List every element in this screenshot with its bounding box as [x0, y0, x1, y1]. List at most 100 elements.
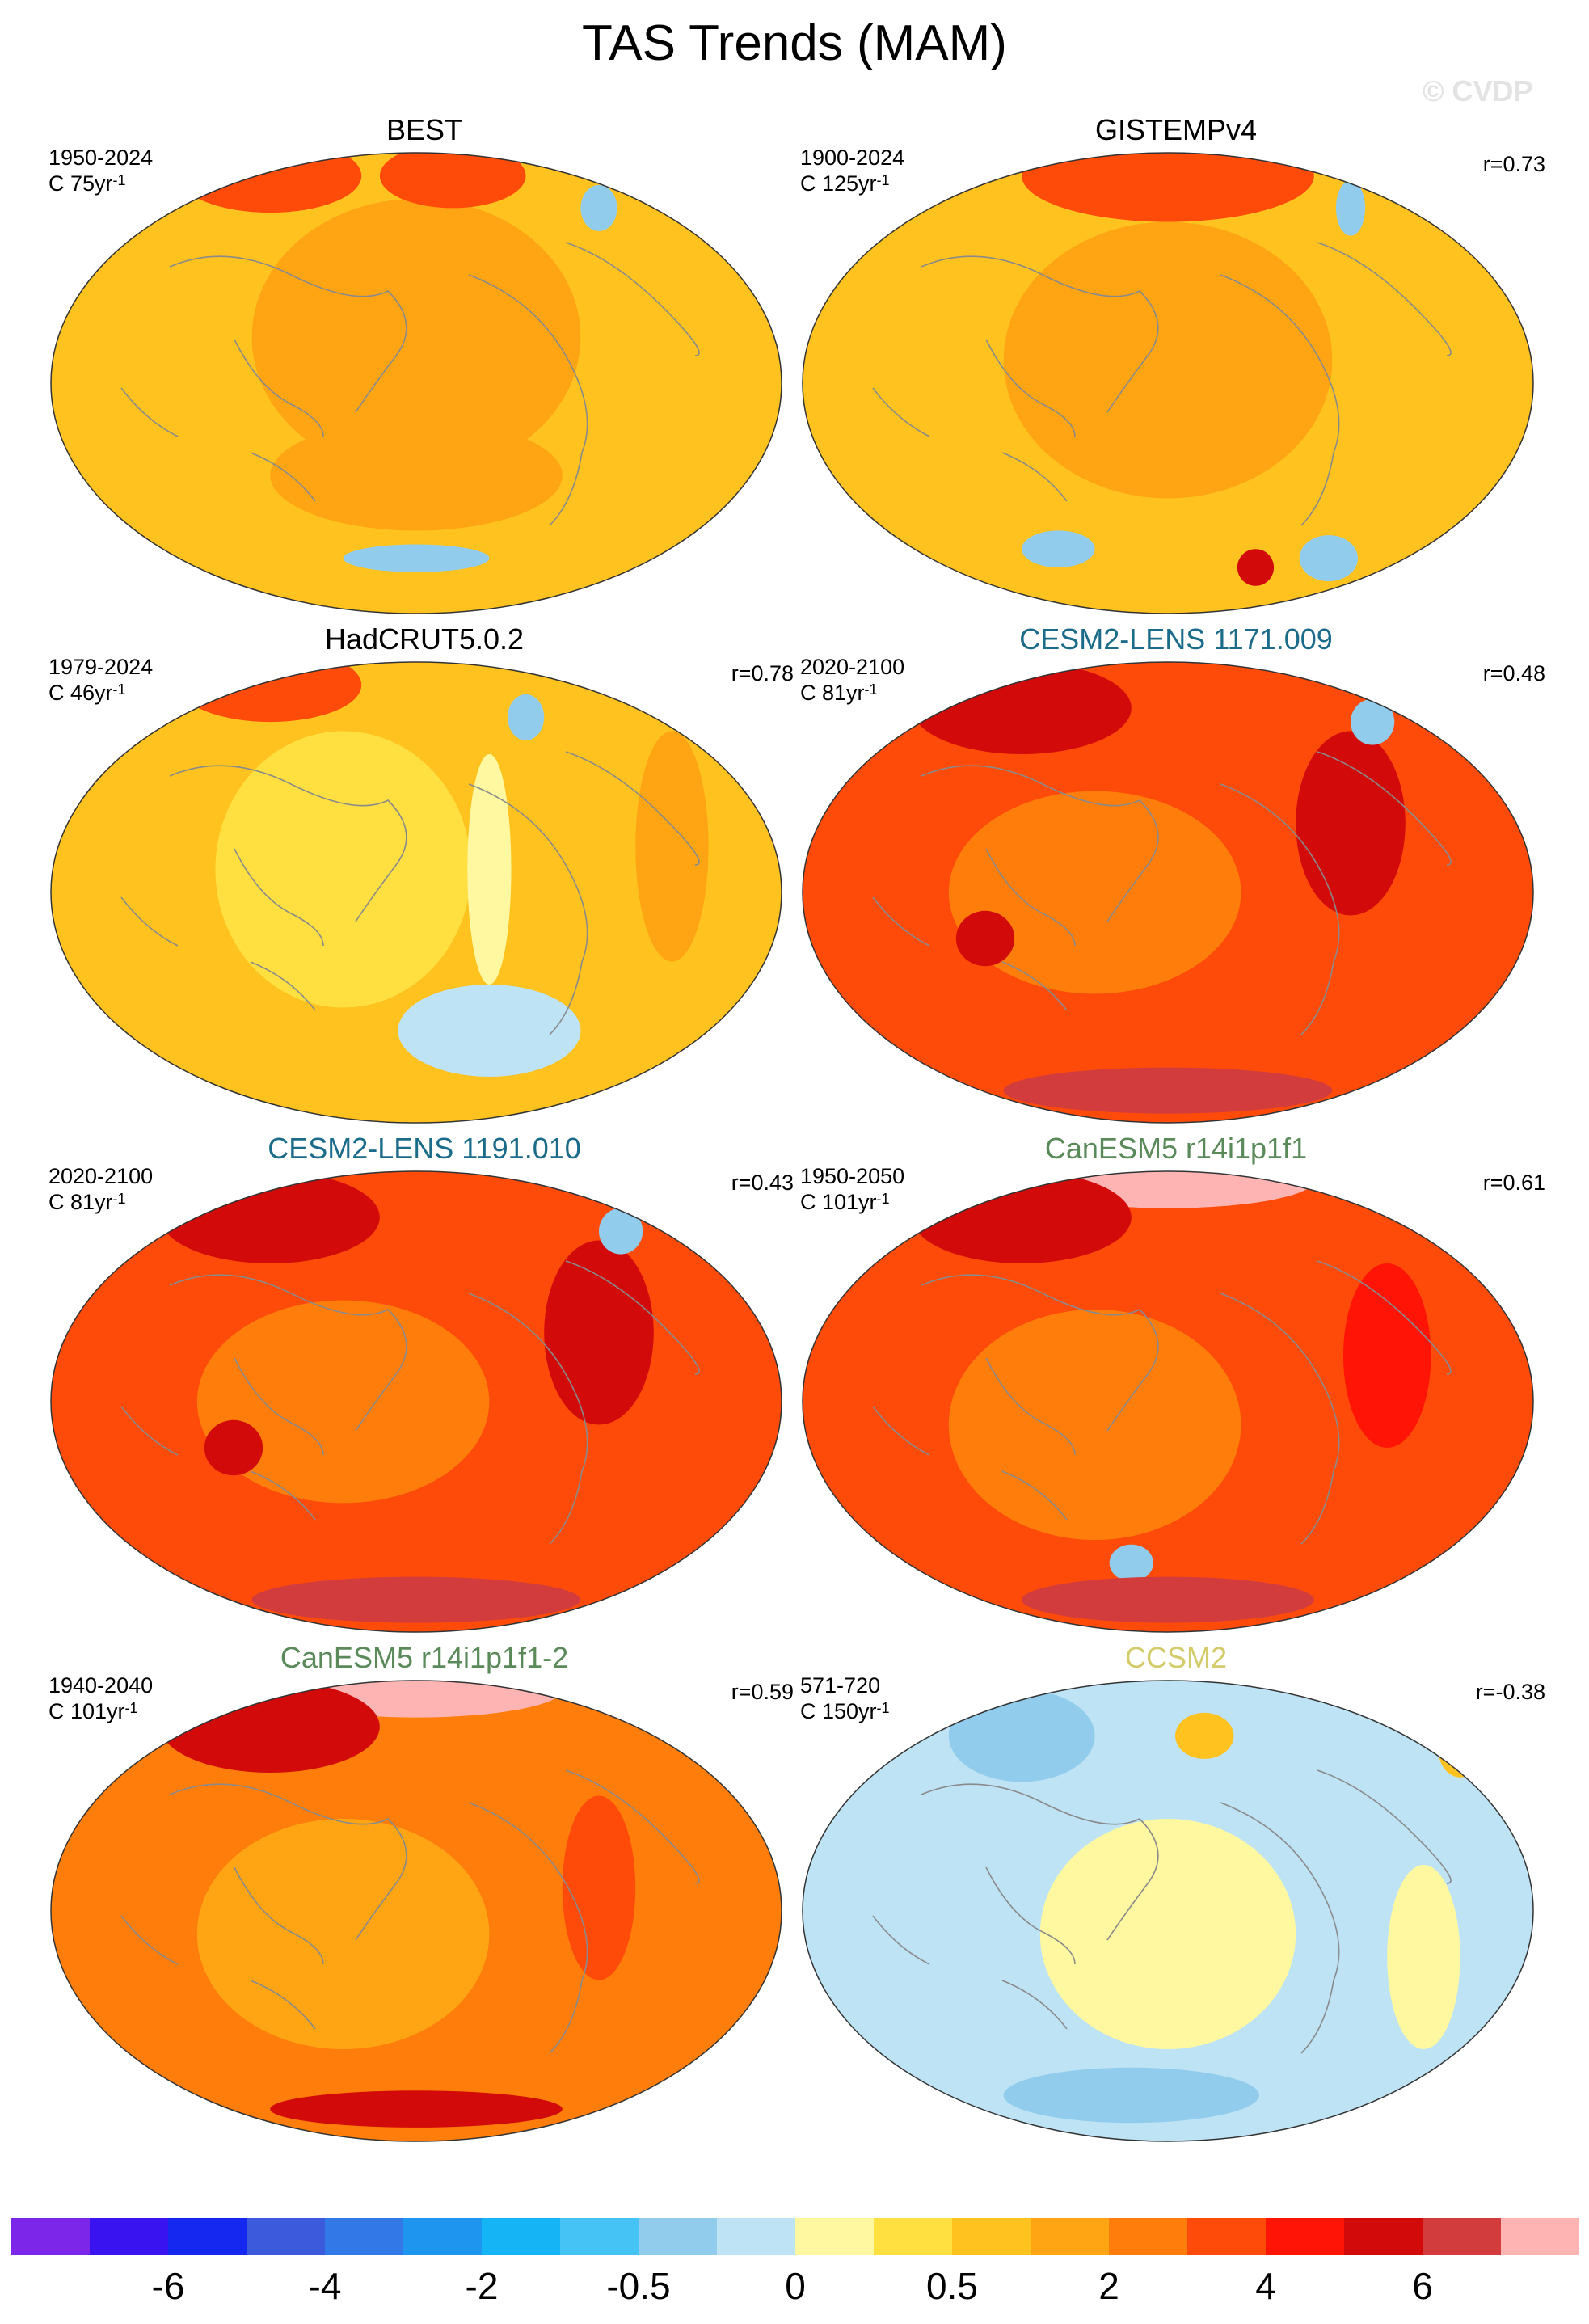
map-outline: [802, 152, 1534, 614]
trend-units-text: C 150yr: [800, 1699, 877, 1723]
coastline: [1317, 242, 1452, 356]
colorbar-swatch: [952, 2218, 1031, 2255]
pattern-correlation: r=0.48: [1482, 661, 1545, 685]
colorbar-swatch: [325, 2218, 403, 2255]
colorbar-tick-label: -4: [308, 2265, 342, 2307]
map-panel: CESM2-LENS 1191.010 2020-2100 C 81yr-1 r=0.…: [48, 1132, 800, 1649]
colorbar-tick-label: 0.5: [926, 2265, 978, 2307]
pattern-correlation: r=0.61: [1482, 1170, 1545, 1195]
trend-units-label: C 150yr-1: [800, 1699, 890, 1724]
coastline: [565, 1769, 700, 1884]
coastline: [468, 274, 588, 526]
trend-region: [1175, 1712, 1234, 1759]
figure-title: TAS Trends (MAM): [582, 15, 1007, 71]
panel-title: CanESM5 r14i1p1f1-2: [280, 1641, 569, 1674]
period-label: 1900-2024: [800, 146, 905, 170]
coastline: [1001, 1980, 1068, 2030]
panel-title: CCSM2: [1124, 1641, 1228, 1674]
trend-region: [1022, 530, 1095, 567]
coastline: [169, 1274, 407, 1432]
colorbar-swatch: [1423, 2218, 1501, 2255]
trend-region: [508, 694, 545, 740]
colorbar-swatch: [1344, 2218, 1423, 2255]
trend-units-exponent: -1: [112, 172, 126, 188]
colorbar-tick-label: 2: [1098, 2265, 1119, 2307]
coastline: [1317, 1769, 1452, 1884]
coastline: [565, 242, 700, 356]
coastline: [1220, 274, 1340, 526]
trend-region: [204, 1419, 263, 1476]
pattern-correlation: r=-0.38: [1475, 1680, 1545, 1704]
coastline: [169, 1783, 407, 1941]
colorbar-tick-label: -6: [151, 2265, 185, 2307]
trend-region: [1003, 221, 1333, 499]
coastline: [169, 255, 407, 413]
colorbar-tick-label: 6: [1412, 2265, 1433, 2307]
coastline: [565, 1260, 700, 1375]
trend-region: [196, 1819, 490, 2049]
coastline: [468, 1802, 588, 2054]
trend-map: [802, 661, 1534, 1124]
trend-region: [599, 1208, 643, 1255]
map-outline: [802, 1680, 1534, 2142]
panel-title: GISTEMPv4: [1094, 113, 1258, 146]
coastline: [921, 255, 1159, 413]
coastline: [872, 387, 930, 437]
map-outline: [50, 1680, 782, 2142]
panel-title: CanESM5 r14i1p1f1: [1044, 1132, 1308, 1165]
colorbar-swatch: [560, 2218, 639, 2255]
trend-map: [50, 1680, 782, 2142]
colorbar-tick-label: 4: [1255, 2265, 1276, 2307]
map-panel: GISTEMPv4 1900-2024 C 125yr-1 r=0.73: [800, 113, 1552, 631]
trend-region: [948, 1310, 1241, 1540]
trend-units-text: C 81yr: [800, 681, 865, 705]
trend-region: [1342, 1263, 1431, 1448]
trend-units-label: C 81yr-1: [800, 681, 878, 706]
panel-title: BEST: [386, 113, 463, 146]
trend-units-text: C 125yr: [800, 171, 877, 196]
cvdp-watermark: © CVDP: [1423, 74, 1533, 108]
colorbar-tick-label: -2: [465, 2265, 499, 2307]
trend-units-exponent: -1: [864, 681, 878, 698]
pattern-correlation: r=0.78: [731, 661, 794, 685]
trend-region: [160, 1171, 380, 1263]
trend-region: [379, 153, 526, 209]
coastline: [250, 452, 316, 502]
map-panel: BEST 1950-2024 C 75yr-1: [48, 113, 800, 631]
colorbar-swatch: [11, 2218, 90, 2255]
coastline: [234, 848, 324, 947]
trend-region: [948, 791, 1241, 994]
trend-units-label: C 46yr-1: [48, 681, 126, 706]
coastline: [169, 765, 407, 922]
colorbar-swatch: [403, 2218, 482, 2255]
trend-units-text: C 101yr: [48, 1699, 125, 1723]
trend-region: [635, 731, 709, 962]
coastline: [872, 1406, 930, 1456]
trend-map: [50, 1170, 782, 1633]
coastline: [872, 896, 930, 947]
colorbar-swatch: [717, 2218, 795, 2255]
trend-region: [398, 985, 581, 1077]
trend-region: [251, 199, 581, 475]
trend-units-exponent: -1: [112, 1191, 126, 1207]
trend-units-label: C 101yr-1: [48, 1699, 138, 1724]
map-outline: [802, 1170, 1534, 1633]
trend-region: [1351, 698, 1395, 745]
panel-title: CESM2-LENS 1171.009: [1019, 622, 1333, 656]
colorbar-swatch: [795, 2218, 874, 2255]
colorbar-swatch: [247, 2218, 325, 2255]
coastline: [921, 1783, 1159, 1941]
trend-region: [1109, 1544, 1153, 1582]
trend-units-label: C 81yr-1: [48, 1190, 126, 1215]
trend-units-text: C 75yr: [48, 171, 113, 196]
coastline: [234, 339, 324, 437]
trend-region: [1335, 180, 1366, 236]
period-label: 571-720: [800, 1673, 881, 1698]
coastline: [234, 1357, 324, 1456]
trend-map: [50, 661, 782, 1124]
trend-map: [802, 152, 1534, 614]
trend-units-exponent: -1: [876, 172, 890, 188]
trend-units-text: C 46yr: [48, 681, 113, 705]
coastline: [250, 1470, 316, 1521]
coastline: [565, 751, 700, 866]
